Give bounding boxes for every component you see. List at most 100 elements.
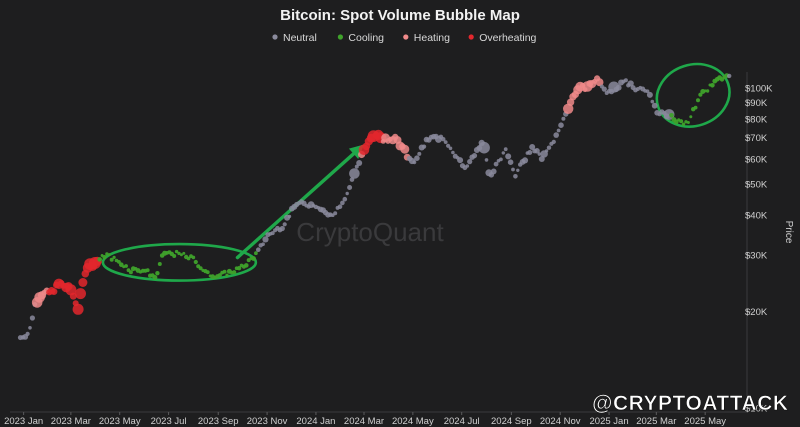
bubble-cooling: [186, 256, 191, 261]
bubble-cooling: [205, 270, 210, 275]
bubble-neutral: [551, 139, 556, 144]
bubble-neutral: [503, 147, 508, 152]
bubble-cooling: [182, 251, 186, 255]
bubble-neutral: [529, 144, 536, 150]
y-tick-label: $90K: [745, 98, 768, 109]
bubble-neutral: [538, 156, 545, 162]
x-tick-label: 2024 Jan: [296, 416, 335, 427]
bubble-neutral: [342, 196, 348, 202]
bubble-neutral: [287, 214, 292, 219]
bubble-cooling: [105, 252, 109, 256]
x-tick-label: 2024 Mar: [344, 416, 384, 427]
highlight-ellipse: [101, 242, 258, 282]
bubble-cooling: [155, 271, 160, 276]
bubble-cooling: [107, 253, 111, 257]
bubble-neutral: [527, 150, 533, 155]
watermark: CryptoQuant: [296, 217, 444, 247]
bubble-neutral: [422, 144, 427, 149]
bubble-neutral: [349, 168, 360, 179]
bubble-cooling: [157, 262, 162, 266]
bubble-cooling: [119, 262, 124, 268]
bubble-cooling: [179, 253, 183, 257]
bubble-cooling: [174, 249, 179, 254]
bubble-cooling: [689, 115, 693, 119]
bubble-neutral: [465, 164, 470, 168]
bubble-neutral: [501, 151, 505, 155]
y-tick-label: $10K: [745, 404, 768, 415]
bubble-neutral: [270, 231, 275, 236]
x-tick-label: 2024 Jul: [444, 416, 480, 427]
bubble-neutral: [727, 73, 732, 79]
bubble-neutral: [262, 236, 269, 243]
bubble-overheating: [69, 292, 77, 300]
bubble-neutral: [448, 146, 453, 151]
chart-legend: Neutral Cooling Heating Overheating: [272, 32, 537, 44]
bubble-cooling: [124, 264, 128, 268]
bubble-neutral: [556, 128, 561, 133]
x-tick-label: 2024 Nov: [540, 416, 581, 427]
bubble-neutral: [347, 185, 353, 190]
bubble-heating: [400, 144, 410, 154]
legend-marker-heating: [403, 34, 409, 40]
x-tick-label: 2023 Jan: [4, 416, 43, 427]
bubble-neutral: [537, 152, 542, 156]
bubble-neutral: [255, 247, 261, 252]
bubble-neutral: [25, 331, 30, 336]
bubble-neutral: [651, 102, 658, 109]
x-tick-label: 2024 May: [392, 416, 434, 427]
bubble-overheating: [72, 303, 84, 315]
y-axis: $100K $90K $80K $70K $60K $50K $40K $30K $20K $10…: [745, 83, 773, 414]
bubble-neutral: [561, 116, 566, 121]
x-tick-label: 2023 May: [99, 416, 141, 427]
bubble-neutral: [282, 222, 287, 227]
bubble-cooling: [686, 121, 690, 124]
legend-label-cooling: Cooling: [348, 32, 384, 44]
bubble-cooling: [117, 260, 121, 264]
legend-marker-cooling: [337, 34, 343, 40]
bubble-layer: [17, 73, 732, 341]
bubble-cooling: [112, 255, 116, 259]
bubble-neutral: [601, 86, 607, 92]
x-axis: 2023 Jan 2023 Mar 2023 May 2023 Jul 2023 Sep…: [4, 412, 726, 427]
bubble-cooling: [102, 255, 107, 260]
bubble-cooling: [679, 119, 684, 124]
bubble-overheating: [78, 278, 88, 287]
bubble-neutral: [478, 141, 490, 154]
x-tick-label: 2023 Nov: [247, 416, 288, 427]
bubble-cooling: [191, 255, 196, 260]
y-tick-label: $70K: [745, 133, 768, 144]
bubble-neutral: [340, 200, 345, 206]
bubble-neutral: [513, 174, 518, 179]
bubble-neutral: [493, 161, 499, 167]
bubble-neutral: [333, 211, 338, 216]
bubble-neutral: [511, 167, 515, 172]
bubble-neutral: [441, 137, 446, 142]
y-tick-label: $20K: [745, 307, 768, 318]
bubble-neutral: [417, 151, 422, 156]
bubble-neutral: [645, 89, 650, 94]
bubble-neutral: [337, 204, 343, 209]
bubble-cooling: [128, 270, 133, 275]
bubble-cooling: [145, 268, 150, 273]
bubble-neutral: [650, 99, 655, 104]
bubble-neutral: [490, 168, 497, 175]
bubble-neutral: [505, 153, 512, 160]
y-tick-label: $80K: [745, 114, 768, 125]
bubble-cooling: [669, 113, 674, 118]
x-tick-label: 2023 Sep: [198, 416, 239, 427]
bubble-cooling: [217, 273, 222, 278]
bubble-neutral: [623, 78, 628, 83]
legend-label-neutral: Neutral: [283, 32, 317, 44]
bubble-neutral: [412, 160, 417, 165]
bubble-neutral: [627, 80, 634, 87]
bubble-neutral: [499, 157, 503, 162]
bubble-neutral: [544, 149, 549, 153]
bubble-cooling: [172, 254, 177, 258]
x-tick-label: 2025 Jan: [590, 416, 629, 427]
bubble-cooling: [177, 251, 181, 256]
bubble-cooling: [152, 275, 158, 280]
legend-label-heating: Heating: [414, 32, 450, 44]
x-tick-label: 2023 Mar: [51, 416, 91, 427]
